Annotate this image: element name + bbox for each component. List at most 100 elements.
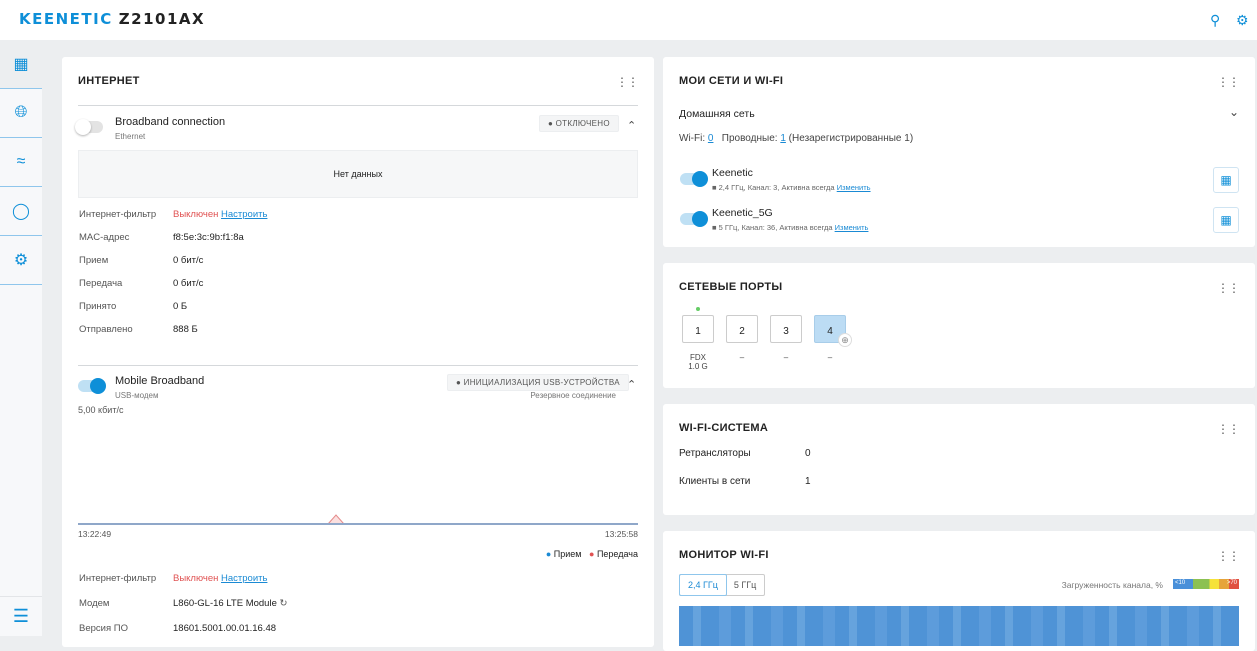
- traffic-chart: [78, 514, 638, 525]
- ssid-name: Keenetic: [712, 167, 753, 179]
- ssid-toggle[interactable]: [680, 171, 708, 187]
- port-status: FDX 1.0 G: [688, 353, 708, 371]
- row-label: Версия ПО: [79, 623, 128, 634]
- chevron-down-icon[interactable]: ⌄: [1228, 105, 1239, 119]
- band-tabs: 2,4 ГГц 5 ГГц: [679, 574, 766, 596]
- row-label: Модем: [79, 598, 110, 609]
- row-label: MAC-адрес: [79, 232, 130, 243]
- chevron-up-icon[interactable]: ⌃: [627, 379, 637, 391]
- device-counts: Wi-Fi: 0 Проводные: 1 (Незарегистрирован…: [679, 133, 914, 144]
- port-2[interactable]: 2: [726, 315, 758, 343]
- connection-type: Ethernet: [115, 132, 146, 141]
- row-label: Отправлено: [79, 324, 133, 335]
- edit-link[interactable]: Изменить: [834, 223, 869, 232]
- gear-icon: ⚙: [13, 252, 29, 269]
- row-value: 0: [805, 448, 811, 459]
- internet-card: ИНТЕРНЕТ ⋮⋮ Broadband connection Etherne…: [62, 57, 654, 647]
- row-value: 18601.5001.00.01.16.48: [173, 623, 277, 634]
- networks-card: МОИ СЕТИ И WI-FI ⋮⋮ Домашняя сеть ⌄ Wi-F…: [663, 57, 1255, 247]
- card-title: ИНТЕРНЕТ: [78, 75, 140, 87]
- mobile-toggle[interactable]: [78, 378, 106, 394]
- no-data-box: Нет данных: [78, 150, 638, 198]
- card-title: WI-FI-СИСТЕМА: [679, 422, 769, 434]
- wifi-system-card: WI-FI-СИСТЕМА ⋮⋮ Ретрансляторы 0 Клиенты…: [663, 404, 1255, 515]
- wifi-monitor-card: МОНИТОР WI-FI ⋮⋮ 2,4 ГГц 5 ГГц Загруженн…: [663, 531, 1255, 651]
- row-value: Выключен Настроить: [173, 573, 268, 584]
- status-badge: ● ИНИЦИАЛИЗАЦИЯ USB-УСТРОЙСТВА: [447, 374, 629, 391]
- row-value: 1: [805, 476, 811, 487]
- configure-link[interactable]: Настроить: [221, 573, 268, 584]
- tab-2-4ghz[interactable]: 2,4 ГГц: [679, 574, 727, 596]
- port-status: –: [739, 353, 745, 362]
- status-badge: ● ОТКЛЮЧЕНО: [539, 115, 619, 132]
- connection-role: Резервное соединение: [530, 391, 616, 400]
- channel-load-bars: [679, 606, 1239, 646]
- qr-code-button[interactable]: ▦: [1213, 167, 1239, 193]
- drag-handle-icon[interactable]: ⋮⋮: [1217, 422, 1240, 436]
- sidebar-item-wifi[interactable]: ≈: [0, 138, 42, 187]
- wifi-icon: ≈: [16, 153, 26, 170]
- shield-icon: ◯: [12, 203, 30, 220]
- lock-icon: ■: [712, 223, 717, 232]
- connection-name: Mobile Broadband: [115, 375, 205, 387]
- chart-max-rate: 5,00 кбит/с: [78, 405, 124, 415]
- port-status: –: [783, 353, 789, 362]
- chart-time-end: 13:25:58: [604, 529, 638, 539]
- row-label: Передача: [79, 278, 123, 289]
- segment-select[interactable]: Домашняя сеть: [679, 108, 755, 120]
- configure-link[interactable]: Настроить: [221, 209, 268, 220]
- refresh-icon[interactable]: ↻: [279, 598, 288, 609]
- edit-link[interactable]: Изменить: [836, 183, 871, 192]
- drag-handle-icon[interactable]: ⋮⋮: [1217, 281, 1240, 295]
- row-label: Принято: [79, 301, 117, 312]
- chart-time-start: 13:22:49: [78, 529, 112, 539]
- ssid-toggle[interactable]: [680, 211, 708, 227]
- link-indicator: [696, 307, 700, 311]
- drag-handle-icon[interactable]: ⋮⋮: [1217, 549, 1240, 563]
- globe-icon: 🌐︎: [14, 104, 28, 121]
- card-title: МОИ СЕТИ И WI-FI: [679, 75, 784, 87]
- sidebar-item-security[interactable]: ◯: [0, 187, 42, 236]
- tab-5ghz[interactable]: 5 ГГц: [733, 580, 757, 590]
- chevron-up-icon[interactable]: ⌃: [627, 120, 637, 132]
- sidebar-item-settings[interactable]: ⚙: [0, 236, 42, 285]
- port-status: –: [827, 353, 833, 362]
- drag-handle-icon[interactable]: ⋮⋮: [616, 75, 639, 89]
- port-1[interactable]: 1: [682, 315, 714, 343]
- load-scale: <10 >70: [1173, 579, 1239, 589]
- connection-name: Broadband connection: [115, 116, 226, 128]
- row-value: 888 Б: [173, 324, 198, 335]
- drag-handle-icon[interactable]: ⋮⋮: [1217, 75, 1240, 89]
- row-label: Интернет-фильтр: [79, 573, 157, 584]
- sidebar-item-internet[interactable]: 🌐︎: [0, 89, 42, 138]
- row-label: Интернет-фильтр: [79, 209, 157, 220]
- search-icon[interactable]: ⚲: [1210, 12, 1221, 28]
- ssid-info: ■ 2,4 ГГц, Канал: 3, Активна всегда Изме…: [712, 183, 871, 192]
- row-value: Выключен Настроить: [173, 209, 268, 220]
- row-label: Клиенты в сети: [679, 476, 751, 487]
- card-title: СЕТЕВЫЕ ПОРТЫ: [679, 281, 783, 293]
- row-value: 0 Б: [173, 301, 188, 312]
- card-title: МОНИТОР WI-FI: [679, 549, 769, 561]
- gear-icon[interactable]: ⚙: [1236, 12, 1249, 28]
- sidebar-item-dashboard[interactable]: ▦: [0, 40, 42, 89]
- row-value: f8:5e:3c:9b:f1:8a: [173, 232, 244, 243]
- top-bar: KEENETIC Z2101AX ⚲ ⚙: [0, 0, 1257, 40]
- row-value: 0 бит/с: [173, 255, 204, 266]
- ports-card: СЕТЕВЫЕ ПОРТЫ ⋮⋮ 1 FDX 1.0 G 2 – 3 – 4 ⊕ …: [663, 263, 1255, 388]
- ssid-name: Keenetic_5G: [712, 207, 773, 219]
- menu-icon[interactable]: ☰: [0, 596, 42, 636]
- port-3[interactable]: 3: [770, 315, 802, 343]
- qr-code-button[interactable]: ▦: [1213, 207, 1239, 233]
- row-value: L860-GL-16 LTE Module ↻: [173, 598, 288, 609]
- globe-icon: ⊕: [838, 333, 852, 347]
- broadband-toggle[interactable]: [75, 119, 103, 135]
- tx-spike: [326, 514, 346, 525]
- chart-legend: ● Прием ● Передача: [545, 549, 638, 559]
- row-label: Ретрансляторы: [679, 448, 751, 459]
- connection-type: USB-модем: [115, 391, 159, 400]
- load-label: Загруженность канала, %: [1061, 580, 1163, 590]
- lock-icon: ■: [712, 183, 717, 192]
- logo: KEENETIC Z2101AX: [19, 10, 206, 28]
- row-value: 0 бит/с: [173, 278, 204, 289]
